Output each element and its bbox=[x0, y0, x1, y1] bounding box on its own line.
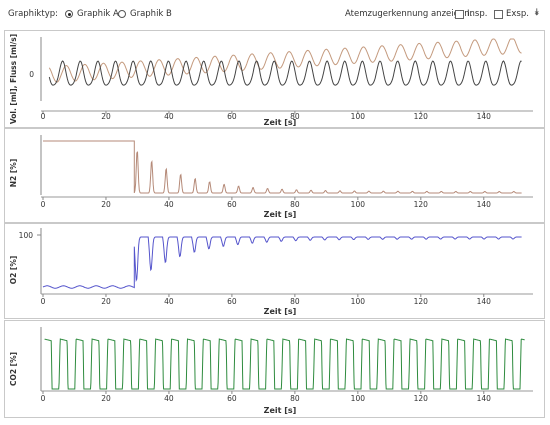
x-tick-label: 120 bbox=[414, 112, 429, 121]
x-axis-label: Zeit [s] bbox=[264, 210, 297, 219]
x-tick-label: 40 bbox=[164, 394, 174, 403]
x-tick-label: 100 bbox=[351, 112, 366, 121]
x-tick-label: 80 bbox=[290, 394, 300, 403]
breath-marking-label: Atemzugerkennung anzeigen: bbox=[345, 9, 473, 19]
x-tick-label: 120 bbox=[414, 297, 429, 306]
graph-type-option-b[interactable]: Graphik B bbox=[118, 9, 172, 19]
x-ticks: 0 20 40 60 80 100 120 140 bbox=[41, 391, 492, 403]
y-tick-label: 0 bbox=[29, 70, 34, 79]
x-tick-label: 20 bbox=[101, 200, 111, 209]
y-axis-label: N2 [%] bbox=[9, 159, 18, 187]
chart-lines bbox=[43, 140, 522, 194]
x-tick-label: 80 bbox=[290, 200, 300, 209]
y-axis-label: CO2 [%] bbox=[9, 352, 18, 386]
chart-panel-volume-flow: Vol. [ml], Fluss [ml/s] 0 0 20 40 60 80 100 12… bbox=[4, 30, 545, 128]
x-tick-label: 20 bbox=[101, 394, 111, 403]
graph-type-label: Graphiktyp: bbox=[8, 9, 58, 19]
x-tick-label: 140 bbox=[477, 112, 492, 121]
co2-series-line bbox=[44, 338, 525, 390]
co2-chart: CO2 [%] 0 20 40 60 80 100 120 140 Zeit [s] bbox=[9, 327, 533, 415]
y-tick-label: 100 bbox=[19, 231, 34, 240]
x-tick-label: 0 bbox=[41, 394, 46, 403]
x-tick-label: 0 bbox=[41, 112, 46, 121]
volume-flow-chart: Vol. [ml], Fluss [ml/s] 0 0 20 40 60 80 100 12… bbox=[9, 34, 533, 127]
x-axis-label: Zeit [s] bbox=[264, 307, 297, 316]
n2-chart: N2 [%] 0 20 40 60 80 100 120 140 Zeit [s] bbox=[9, 135, 533, 219]
x-tick-label: 120 bbox=[414, 394, 429, 403]
exsp-checkbox[interactable]: Exsp. bbox=[494, 9, 529, 19]
x-tick-label: 80 bbox=[290, 112, 300, 121]
x-tick-label: 60 bbox=[227, 394, 237, 403]
chart-panel-co2: CO2 [%] 0 20 40 60 80 100 120 140 Zeit [s] bbox=[4, 320, 545, 418]
x-tick-label: 80 bbox=[290, 297, 300, 306]
y-axis-label: Vol. [ml], Fluss [ml/s] bbox=[9, 34, 18, 124]
x-tick-label: 20 bbox=[101, 112, 111, 121]
x-tick-label: 60 bbox=[227, 200, 237, 209]
graph-type-option-a[interactable]: Graphik A bbox=[65, 9, 119, 19]
chart-lines bbox=[42, 236, 522, 289]
radio-unselected-icon[interactable] bbox=[118, 10, 126, 18]
x-tick-label: 40 bbox=[164, 297, 174, 306]
x-tick-label: 140 bbox=[477, 200, 492, 209]
x-ticks: 0 20 40 60 80 100 120 140 bbox=[41, 294, 492, 306]
x-ticks: 0 20 40 60 80 100 120 140 bbox=[41, 111, 492, 121]
x-axis-label: Zeit [s] bbox=[264, 406, 297, 415]
y-axis-label: O2 [%] bbox=[9, 256, 18, 285]
checkbox-icon[interactable] bbox=[455, 9, 464, 19]
chart-panel-o2: O2 [%] 100 0 20 40 60 80 100 120 140 Zeit [s] bbox=[4, 223, 545, 319]
x-tick-label: 100 bbox=[351, 297, 366, 306]
x-tick-label: 0 bbox=[41, 200, 46, 209]
flow-series-line bbox=[48, 60, 522, 86]
x-tick-label: 40 bbox=[164, 112, 174, 121]
x-ticks: 0 20 40 60 80 100 120 140 bbox=[41, 197, 492, 209]
x-tick-label: 0 bbox=[41, 297, 46, 306]
chart-panel-n2: N2 [%] 0 20 40 60 80 100 120 140 Zeit [s] bbox=[4, 128, 545, 223]
o2-series-line bbox=[42, 236, 522, 289]
chart-lines bbox=[44, 338, 525, 390]
x-tick-label: 60 bbox=[227, 112, 237, 121]
x-tick-label: 20 bbox=[101, 297, 111, 306]
x-tick-label: 100 bbox=[351, 394, 366, 403]
insp-checkbox[interactable]: Insp. bbox=[455, 9, 487, 19]
x-tick-label: 60 bbox=[227, 297, 237, 306]
x-tick-label: 120 bbox=[414, 200, 429, 209]
volume-series-line bbox=[48, 38, 522, 83]
o2-chart: O2 [%] 100 0 20 40 60 80 100 120 140 Zeit [s] bbox=[9, 228, 533, 316]
x-tick-label: 100 bbox=[351, 200, 366, 209]
graph-toolbar: Graphiktyp: Graphik A Graphik B Atemzuge… bbox=[0, 0, 550, 28]
double-chevron-down-icon[interactable]: ⯯ bbox=[534, 8, 540, 18]
n2-series-line bbox=[43, 140, 522, 194]
chart-lines bbox=[48, 38, 522, 86]
checkbox-icon[interactable] bbox=[494, 9, 503, 19]
x-tick-label: 140 bbox=[477, 394, 492, 403]
radio-selected-icon[interactable] bbox=[65, 10, 73, 18]
x-tick-label: 40 bbox=[164, 200, 174, 209]
x-tick-label: 140 bbox=[477, 297, 492, 306]
x-axis-label: Zeit [s] bbox=[264, 118, 297, 127]
